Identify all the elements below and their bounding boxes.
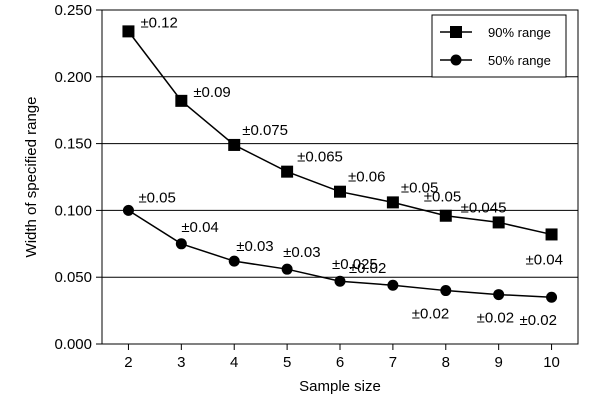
data-label: ±0.075 — [242, 122, 288, 139]
x-tick-label: 8 — [442, 354, 450, 371]
data-label: ±0.02 — [520, 312, 557, 329]
data-point-square — [228, 138, 241, 151]
y-tick-label: 0.250 — [54, 2, 92, 19]
data-point-square — [334, 185, 346, 198]
legend-marker-circle — [450, 54, 462, 66]
legend-box — [431, 14, 567, 78]
y-tick-label: 0.200 — [54, 69, 92, 86]
grid-lines — [102, 76, 578, 278]
data-label: ±0.05 — [138, 189, 175, 206]
data-point-circle — [387, 279, 399, 291]
data-point-circle — [334, 275, 346, 287]
data-label: ±0.04 — [181, 219, 218, 236]
data-point-circle — [493, 289, 505, 301]
data-label: ±0.12 — [140, 14, 177, 31]
data-point-circle — [546, 291, 558, 303]
data-point-circle — [440, 285, 452, 297]
data-label: ±0.02 — [412, 306, 449, 323]
data-point-square — [386, 196, 399, 209]
data-point-square — [439, 209, 452, 222]
x-tick-label: 10 — [543, 354, 560, 371]
data-label: ±0.025 — [332, 256, 378, 273]
data-label: ±0.06 — [348, 169, 385, 186]
x-tick-label: 6 — [336, 354, 344, 371]
x-tick-label: 7 — [389, 354, 397, 371]
data-label: ±0.05 — [401, 179, 438, 196]
legend-entry-90: 90% range — [488, 25, 551, 40]
data-point-square — [122, 25, 135, 38]
data-point-circle — [281, 263, 293, 275]
data-label: ±0.02 — [477, 310, 514, 327]
data-point-square — [492, 216, 505, 229]
x-tick-label: 9 — [494, 354, 502, 371]
data-label: ±0.09 — [193, 84, 230, 101]
data-point-circle — [175, 238, 187, 250]
legend-marker-square — [450, 26, 462, 38]
data-point-square — [175, 94, 188, 107]
data-label: ±0.04 — [526, 251, 563, 268]
x-tick-label: 3 — [177, 354, 185, 371]
legend-entry-50: 50% range — [488, 53, 551, 68]
y-tick-label: 0.050 — [54, 269, 92, 286]
data-label: ±0.065 — [297, 149, 343, 166]
y-tick-label: 0.100 — [54, 202, 92, 219]
x-tick-label: 5 — [283, 354, 291, 371]
series-50: ±0.05±0.04±0.03 ±0.03±0.025±0.02±0.02 ±0.0… — [122, 189, 558, 329]
data-label: ±0.03 — [283, 244, 320, 261]
x-axis-label: Sample size — [299, 378, 381, 395]
data-point-square — [545, 228, 558, 241]
y-tick-label: 0.000 — [54, 336, 92, 353]
y-axis-label: Width of specified range — [23, 97, 40, 258]
data-point-circle — [228, 255, 240, 267]
y-tick-label: 0.150 — [54, 136, 92, 153]
data-label: ±0.02 — [349, 260, 386, 277]
y-axis-ticks: 0.000 0.050 0.100 0.150 0.200 0.250 — [54, 2, 102, 353]
legend: 90% range 50% range — [431, 14, 567, 78]
data-point-square — [281, 165, 294, 178]
x-axis-ticks: 2 3 4 5 6 7 8 9 10 — [124, 344, 560, 371]
x-tick-label: 4 — [230, 354, 238, 371]
data-label: ±0.05 — [424, 189, 461, 206]
data-label: ±0.03 — [236, 238, 273, 255]
series-90: ±0.12±0.09±0.075±0.065±0.06±0.05±0.05±0.… — [122, 14, 563, 268]
x-tick-label: 2 — [124, 354, 132, 371]
data-point-circle — [122, 204, 134, 216]
series-layer: ±0.12±0.09±0.075±0.065±0.06±0.05±0.05±0.… — [122, 14, 563, 329]
data-label: ±0.045 — [461, 199, 507, 216]
